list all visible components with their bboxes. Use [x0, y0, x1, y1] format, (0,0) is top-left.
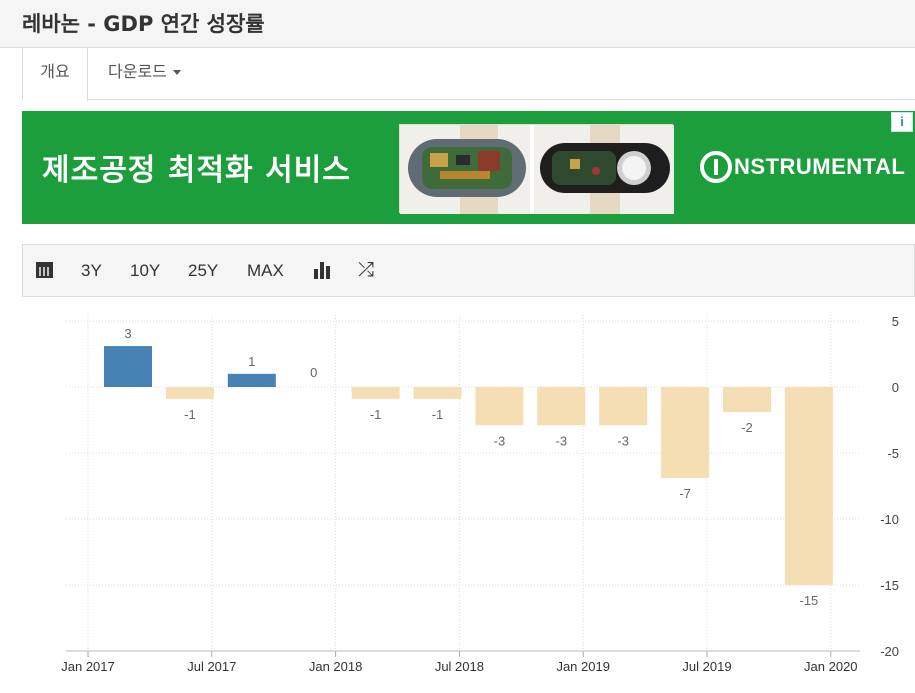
data-label: 0 — [310, 365, 317, 380]
ad-brand-text: NSTRUMENTAL — [734, 154, 906, 179]
data-label: -1 — [184, 407, 196, 422]
chart-area: 5 0 -5 -10 -15 -20 Jan 2017 Jul 2017 Jan 2018 Jul… — [22, 297, 915, 693]
ad-product-image — [399, 124, 674, 214]
bar-q1-2018 — [351, 387, 400, 399]
ad-headline: 제조공정 최적화 서비스 — [42, 153, 351, 188]
data-label: -15 — [800, 593, 819, 608]
title-bar: 레바논 - GDP 연간 성장률 — [0, 0, 915, 48]
range-10y-button[interactable]: 10Y — [130, 261, 161, 280]
y-tick-label: 5 — [892, 314, 899, 329]
x-tick-label: Jul 2017 — [187, 659, 236, 674]
range-max-button[interactable]: MAX — [247, 261, 284, 280]
bar-q4-2019 — [784, 387, 833, 585]
caret-down-icon — [172, 70, 181, 75]
data-label: -1 — [370, 407, 382, 422]
y-tick-label: -20 — [880, 644, 899, 659]
data-label: -3 — [617, 433, 629, 448]
bar-chart-icon[interactable] — [314, 261, 332, 279]
data-label: -7 — [679, 486, 691, 501]
y-tick-label: -5 — [887, 446, 899, 461]
bar-q3-2018 — [475, 387, 524, 426]
data-label: -1 — [432, 407, 444, 422]
bar-q3-2019 — [723, 387, 771, 413]
x-tick-label: Jan 2018 — [309, 659, 363, 674]
data-label: -3 — [556, 433, 568, 448]
x-tick-label: Jul 2018 — [435, 659, 484, 674]
x-tick-label: Jan 2019 — [556, 659, 610, 674]
chart-toolbar: 3Y 10Y 25Y MAX ⤮ — [22, 244, 915, 297]
calendar-icon[interactable] — [36, 262, 53, 278]
bar-q1-2019 — [599, 387, 648, 426]
y-tick-label: -10 — [880, 512, 899, 527]
tab-download-label: 다운로드 — [108, 62, 167, 81]
ad-product-illustration — [400, 125, 674, 214]
x-tick-label: Jan 2017 — [61, 659, 115, 674]
bar-q1-2017 — [104, 346, 152, 387]
page-title: 레바논 - GDP 연간 성장률 — [22, 12, 265, 36]
tab-download[interactable]: 다운로드 — [108, 48, 181, 96]
data-label: 1 — [248, 354, 255, 369]
adchoices-icon[interactable]: i — [891, 112, 913, 132]
range-3y-button[interactable]: 3Y — [81, 261, 102, 280]
tab-bar: 개요 다운로드 — [22, 48, 915, 101]
instrumental-logo-icon — [700, 151, 732, 183]
bar-q2-2019 — [661, 387, 710, 479]
data-label: 3 — [124, 326, 131, 341]
bar-q2-2018 — [413, 387, 462, 399]
y-tick-label: 0 — [892, 380, 899, 395]
data-label: -3 — [494, 433, 506, 448]
bar-q2-2017 — [165, 387, 214, 399]
ad-banner[interactable]: 제조공정 최적화 서비스 NSTRUMENTAL — [22, 111, 915, 224]
range-25y-button[interactable]: 25Y — [188, 261, 219, 280]
shuffle-icon[interactable]: ⤮ — [358, 257, 374, 281]
bar-q4-2018 — [537, 387, 586, 426]
y-tick-label: -15 — [880, 578, 899, 593]
tab-overview[interactable]: 개요 — [22, 48, 88, 101]
x-tick-label: Jul 2019 — [682, 659, 731, 674]
data-label: -2 — [741, 420, 753, 435]
bar-q3-2017 — [227, 373, 276, 387]
x-tick-label: Jan 2020 — [804, 659, 858, 674]
